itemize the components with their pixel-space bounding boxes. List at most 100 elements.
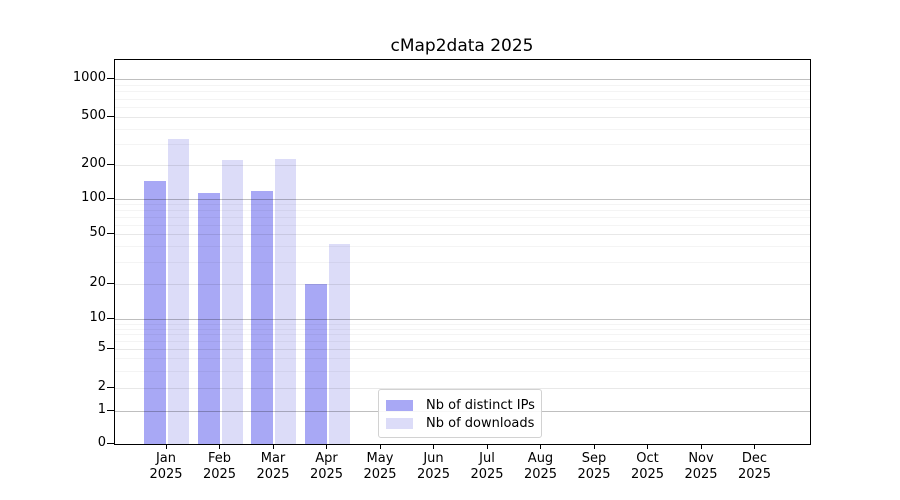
y-tick-mark xyxy=(107,233,114,234)
chart-title: cMap2data 2025 xyxy=(390,36,534,56)
gridline-minor xyxy=(115,204,810,206)
y-tick-label: 1000 xyxy=(72,70,106,85)
legend-label: Nb of downloads xyxy=(426,415,535,431)
x-tick-year: 2025 xyxy=(202,467,237,482)
x-tick-label: May 2025 xyxy=(353,451,407,483)
x-tick-mark xyxy=(540,444,541,449)
gridline-major xyxy=(115,79,810,80)
bar-downloads xyxy=(275,158,296,444)
gridline-minor xyxy=(115,84,810,86)
gridline-minor xyxy=(115,358,810,360)
x-tick-year: 2025 xyxy=(309,467,344,482)
bar-distinct-ips xyxy=(197,192,220,444)
x-tick-month: May xyxy=(366,451,394,466)
legend-swatch xyxy=(386,399,413,411)
x-tick-year: 2025 xyxy=(577,467,611,482)
gridline-minor xyxy=(115,217,810,218)
x-tick-label: Aug 2025 xyxy=(514,451,568,483)
x-tick-month: Aug xyxy=(527,451,554,466)
gridline-minor xyxy=(115,91,810,93)
bar-distinct-ips xyxy=(304,284,327,444)
x-tick-label: Jan 2025 xyxy=(139,451,193,483)
gridline-minor xyxy=(115,261,810,263)
gridline-minor xyxy=(115,370,810,372)
gridline-minor xyxy=(115,328,810,330)
gridline-minor xyxy=(115,323,810,325)
x-tick-mark xyxy=(754,444,755,449)
x-tick-month: Mar xyxy=(260,451,286,466)
x-tick-label: Dec 2025 xyxy=(728,451,782,483)
gridline-minor xyxy=(115,128,810,130)
gridline-major xyxy=(115,199,810,200)
x-tick-year: 2025 xyxy=(684,467,718,482)
x-tick-label: Mar 2025 xyxy=(246,451,300,483)
y-tick-mark xyxy=(107,443,114,444)
x-tick-month: Dec xyxy=(741,451,768,466)
gridline-minor xyxy=(115,107,810,108)
x-tick-year: 2025 xyxy=(737,467,772,482)
legend: Nb of distinct IPs Nb of downloads xyxy=(378,389,542,438)
y-tick-label: 0 xyxy=(97,435,106,450)
y-tick-label: 200 xyxy=(81,156,106,171)
gridline-minor xyxy=(115,98,810,100)
x-tick-mark xyxy=(219,444,220,449)
x-tick-year: 2025 xyxy=(363,467,397,482)
x-tick-label: Nov 2025 xyxy=(674,451,728,483)
x-tick-year: 2025 xyxy=(523,467,558,482)
x-tick-label: Sep 2025 xyxy=(567,451,621,483)
x-tick-label: Jul 2025 xyxy=(460,451,514,483)
y-tick-label: 5 xyxy=(97,340,106,355)
bar-downloads xyxy=(328,243,350,444)
x-tick-month: Oct xyxy=(636,451,659,466)
y-tick-label: 20 xyxy=(89,275,106,290)
x-tick-mark xyxy=(165,444,167,449)
x-tick-mark xyxy=(700,444,702,449)
gridline-minor xyxy=(115,143,810,145)
x-tick-mark xyxy=(647,444,648,449)
gridline-major xyxy=(115,388,810,389)
gridline-minor xyxy=(115,334,810,336)
y-tick-mark xyxy=(107,116,114,117)
y-tick-mark xyxy=(107,387,114,388)
y-tick-label: 500 xyxy=(81,108,106,123)
x-tick-mark xyxy=(272,444,274,449)
x-tick-year: 2025 xyxy=(149,467,183,482)
gridline-minor xyxy=(115,224,810,226)
gridline-major xyxy=(115,319,810,320)
y-tick-mark xyxy=(107,410,114,411)
y-tick-label: 50 xyxy=(89,225,106,240)
gridline-major xyxy=(115,234,810,235)
gridline-major xyxy=(115,117,810,118)
y-tick-label: 2 xyxy=(97,379,106,394)
x-tick-label: Apr 2025 xyxy=(300,451,354,483)
y-tick-mark xyxy=(107,283,114,284)
x-tick-month: Jan xyxy=(155,451,177,466)
gridline-minor xyxy=(115,210,810,212)
gridline-major xyxy=(115,165,810,166)
x-tick-year: 2025 xyxy=(470,467,504,482)
x-tick-month: Jun xyxy=(423,451,444,466)
y-tick-label: 1 xyxy=(97,402,106,417)
legend-swatch xyxy=(386,417,413,429)
x-tick-label: Jun 2025 xyxy=(407,451,461,483)
gridline-minor xyxy=(115,341,810,343)
y-tick-mark xyxy=(107,78,114,79)
bar-downloads xyxy=(221,160,243,444)
x-tick-month: Apr xyxy=(315,451,338,466)
x-tick-year: 2025 xyxy=(416,467,451,482)
x-tick-mark xyxy=(433,444,434,449)
bar-distinct-ips xyxy=(251,190,273,444)
bar-downloads xyxy=(168,138,189,444)
y-tick-mark xyxy=(107,318,114,319)
x-tick-year: 2025 xyxy=(630,467,665,482)
x-tick-mark xyxy=(486,444,488,449)
legend-item: Nb of downloads xyxy=(379,414,541,432)
bar-distinct-ips xyxy=(144,180,166,444)
gridline-major xyxy=(115,349,810,350)
x-tick-mark xyxy=(593,444,595,449)
x-tick-month: Feb xyxy=(207,451,232,466)
x-tick-month: Jul xyxy=(479,451,495,466)
y-tick-label: 10 xyxy=(89,310,106,325)
y-tick-mark xyxy=(107,198,114,199)
